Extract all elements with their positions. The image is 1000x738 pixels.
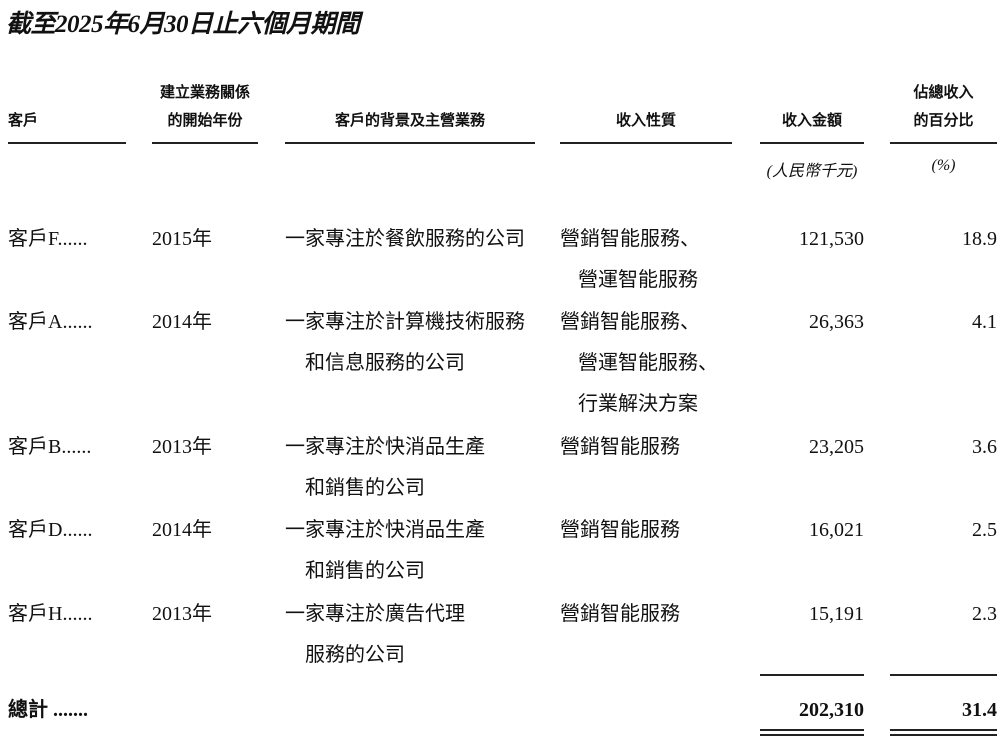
header-amount: 收入金額 <box>781 111 842 129</box>
header-rule <box>560 142 732 144</box>
background-line: 和信息服務的公司 <box>305 352 465 374</box>
header-year-line: 建立業務關係 <box>159 83 250 101</box>
background-line: 服務的公司 <box>305 644 405 666</box>
client-name: 客戶H...... <box>8 603 93 625</box>
client-background: 一家專注於廣告代理服務的公司 <box>285 594 465 676</box>
relationship-year: 2014年 <box>152 311 212 333</box>
relationship-year: 2014年 <box>152 519 212 541</box>
nature-line: 營運智能服務 <box>578 269 698 291</box>
nature-line: 營銷智能服務 <box>560 603 680 625</box>
client-background: 一家專注於餐飲服務的公司 <box>285 219 525 260</box>
relationship-year: 2015年 <box>152 228 212 250</box>
header-nature: 收入性質 <box>615 111 676 129</box>
client-background: 一家專注於快消品生產和銷售的公司 <box>285 427 485 509</box>
header-percent-line: 的百分比 <box>913 111 974 129</box>
header-year-line: 的開始年份 <box>167 111 243 129</box>
client-background: 一家專注於計算機技術服務和信息服務的公司 <box>285 302 525 384</box>
header-rule <box>8 142 126 144</box>
header-percent: 佔總收入 的百分比 <box>890 78 997 134</box>
unit-amount: (人民幣千元) <box>766 163 858 180</box>
nature-line: 營銷智能服務、 <box>560 311 700 333</box>
revenue-percent: 3.6 <box>972 436 997 458</box>
total-double-rule <box>760 729 864 731</box>
total-double-rule <box>890 734 997 736</box>
revenue-amount: 23,205 <box>809 436 864 458</box>
revenue-percent: 18.9 <box>962 228 997 250</box>
background-line: 一家專注於廣告代理 <box>285 603 465 625</box>
revenue-amount: 16,021 <box>809 519 864 541</box>
background-line: 和銷售的公司 <box>305 560 425 582</box>
header-client: 客戶 <box>8 111 39 129</box>
header-year: 建立業務關係 的開始年份 <box>152 78 258 134</box>
unit-percent: (%) <box>931 157 956 174</box>
header-percent-line: 佔總收入 <box>913 83 974 101</box>
revenue-amount: 15,191 <box>809 603 864 625</box>
revenue-percent: 2.3 <box>972 603 997 625</box>
header-rule <box>152 142 258 144</box>
total-double-rule <box>890 729 997 731</box>
client-background: 一家專注於快消品生產和銷售的公司 <box>285 510 485 592</box>
header-rule <box>890 142 997 144</box>
revenue-amount: 26,363 <box>809 311 864 333</box>
relationship-year: 2013年 <box>152 603 212 625</box>
nature-line: 營銷智能服務 <box>560 519 680 541</box>
revenue-percent: 2.5 <box>972 519 997 541</box>
nature-line: 營運智能服務、 <box>578 352 718 374</box>
background-line: 一家專注於餐飲服務的公司 <box>285 228 525 250</box>
total-amount: 202,310 <box>799 699 864 721</box>
client-name: 客戶D...... <box>8 519 93 541</box>
revenue-nature: 營銷智能服務、營運智能服務、 行業解決方案 <box>560 302 718 425</box>
revenue-nature: 營銷智能服務 <box>560 510 680 551</box>
header-rule <box>285 142 535 144</box>
total-percent: 31.4 <box>962 699 997 721</box>
header-background: 客戶的背景及主營業務 <box>334 111 485 129</box>
nature-line: 行業解決方案 <box>578 393 698 415</box>
background-line: 和銷售的公司 <box>305 477 425 499</box>
header-rule <box>760 142 864 144</box>
relationship-year: 2013年 <box>152 436 212 458</box>
revenue-nature: 營銷智能服務 <box>560 427 680 468</box>
revenue-percent: 4.1 <box>972 311 997 333</box>
total-double-rule <box>760 734 864 736</box>
client-name: 客戶F...... <box>8 228 88 250</box>
nature-line: 營銷智能服務、 <box>560 228 700 250</box>
background-line: 一家專注於快消品生產 <box>285 519 485 541</box>
background-line: 一家專注於計算機技術服務 <box>285 311 525 333</box>
nature-line: 營銷智能服務 <box>560 436 680 458</box>
revenue-nature: 營銷智能服務 <box>560 594 680 635</box>
background-line: 一家專注於快消品生產 <box>285 436 485 458</box>
client-name: 客戶B...... <box>8 436 92 458</box>
page-title: 截至2025年6月30日止六個月期間 <box>6 11 360 38</box>
client-name: 客戶A...... <box>8 311 93 333</box>
total-label: 總計 ....... <box>8 699 88 721</box>
subtotal-rule <box>760 674 864 676</box>
revenue-nature: 營銷智能服務、營運智能服務 <box>560 219 700 301</box>
revenue-amount: 121,530 <box>799 228 864 250</box>
subtotal-rule <box>890 674 997 676</box>
